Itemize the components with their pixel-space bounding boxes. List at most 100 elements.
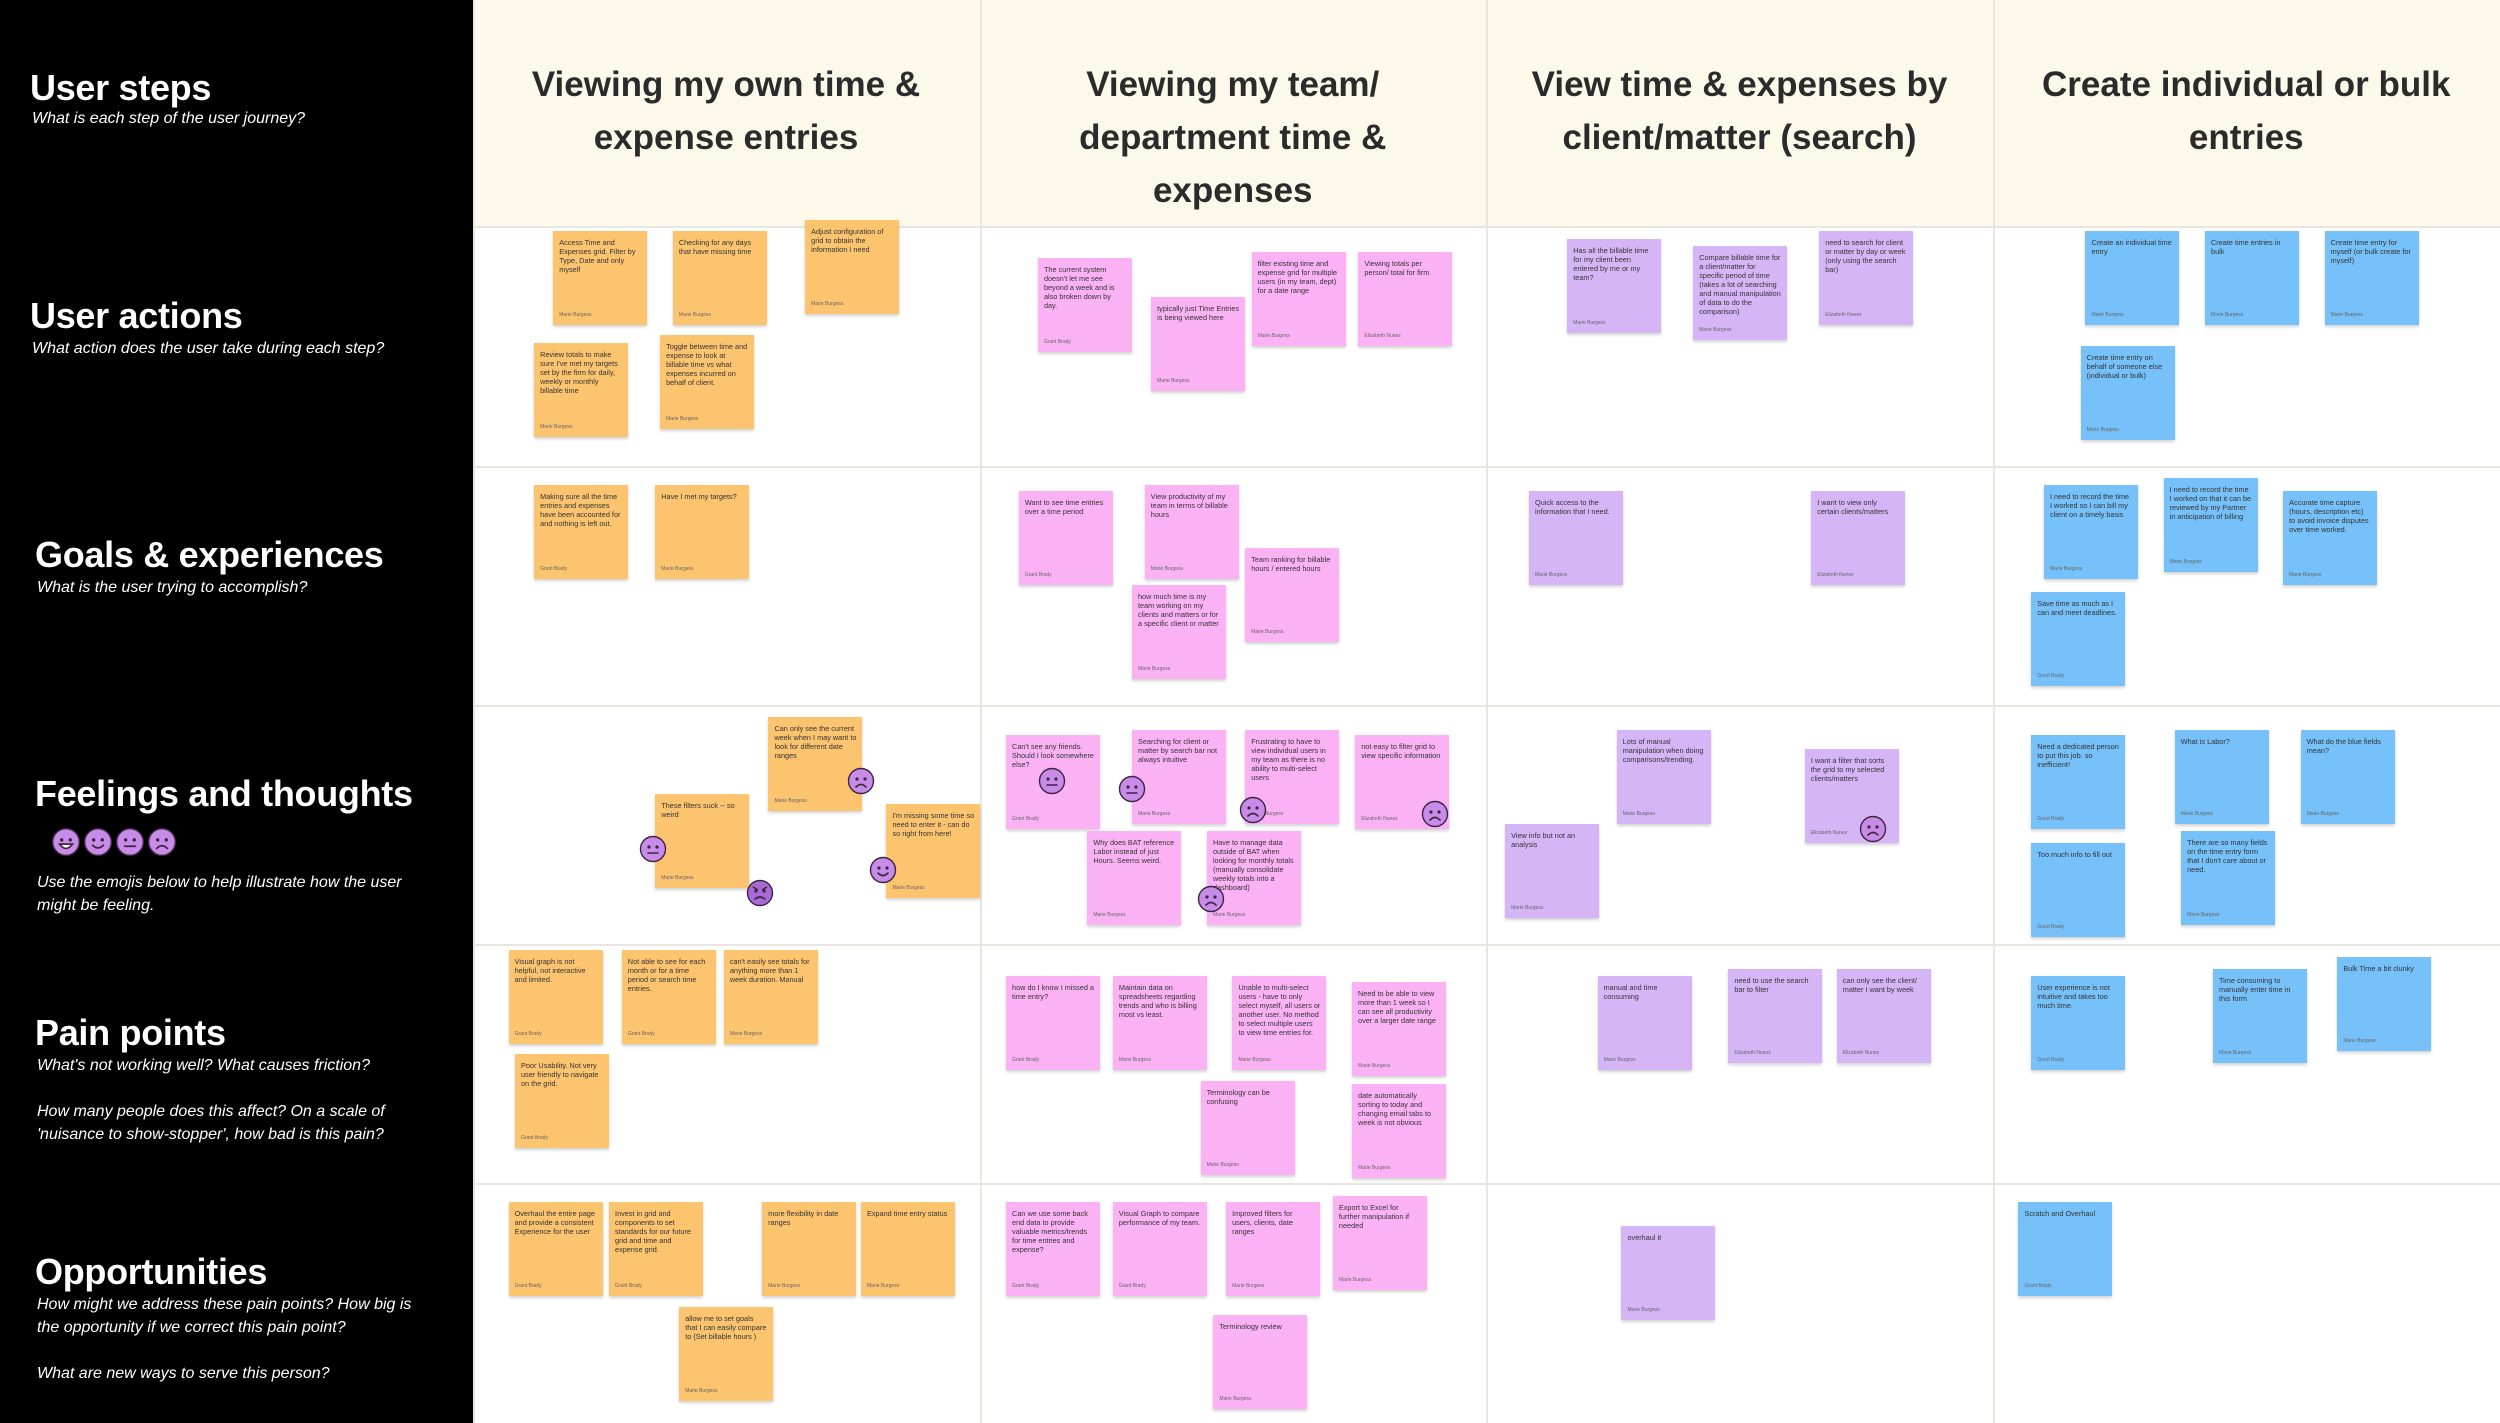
sticky-note: Lots of manual manipulation when doing c… xyxy=(1616,730,1711,825)
note-author: Grant Brady xyxy=(2037,816,2065,822)
sticky-note: Improved filters for users, clients, dat… xyxy=(1226,1202,1321,1297)
sticky-note: Have to manage data outside of BAT when … xyxy=(1206,830,1301,925)
row-subtitle: What action does the user take during ea… xyxy=(32,337,432,383)
row-title: User steps xyxy=(30,67,212,108)
note-text: Save time as much as I can and meet dead… xyxy=(2037,598,2117,617)
note-author: Marie Burgess xyxy=(1699,326,1732,333)
subtitle-line: How many people does this affect? On a s… xyxy=(37,1103,385,1143)
sticky-note: Can only see the current week when I may… xyxy=(768,717,863,812)
sticky-note: View info but not an analysis Marie Burge… xyxy=(1505,824,1600,919)
note-text: Improved filters for users, clients, dat… xyxy=(1232,1209,1293,1237)
note-text: Need to be able to view more than 1 week… xyxy=(1358,989,1436,1026)
note-text: User experience is not intuitive and tak… xyxy=(2037,982,2110,1010)
note-author: Grant Brady xyxy=(1012,1283,1040,1290)
note-author: Marie Burgess xyxy=(1251,629,1284,636)
sticky-note: Create time entries in bulk Marie Burgess xyxy=(2205,231,2300,326)
note-author: Marie Burgess xyxy=(1157,377,1190,384)
note-author: Marie Burgess xyxy=(1627,1307,1660,1314)
note-author: Elizabeth Nunez xyxy=(1364,332,1401,339)
sticky-note: can't easily see totals for anything mor… xyxy=(723,950,818,1045)
note-text: I'm missing some time so need to enter i… xyxy=(892,810,975,838)
note-author: Grant Brady xyxy=(1012,1056,1040,1063)
note-author: Marie Burgess xyxy=(2086,426,2119,433)
emoji xyxy=(147,827,177,857)
note-text: Review totals to make sure I've met my t… xyxy=(540,349,618,395)
sticky-note: need to use the search bar to filter Eliz… xyxy=(1728,969,1823,1064)
note-text: Create time entry for myself (or bulk cr… xyxy=(2330,238,2411,266)
note-text: can only see the client/ matter I want b… xyxy=(1842,976,1917,995)
note-author: Marie Burgess xyxy=(559,312,592,319)
note-author: Marie Burgess xyxy=(666,415,699,422)
sticky-note: These filters suck -- so weird Marie Burg… xyxy=(655,794,750,888)
sticky-note: There are so many fields on the time ent… xyxy=(2181,830,2276,925)
note-text: Have I met my targets? xyxy=(661,491,737,501)
sticky-note: Terminology can be confusing Marie Burges… xyxy=(1200,1080,1295,1175)
note-author: Marie Burgess xyxy=(1622,811,1655,818)
note-text: I want a filter that sorts the grid to m… xyxy=(1810,756,1885,784)
note-author: Marie Burgess xyxy=(1206,1161,1239,1168)
note-author: Marie Burgess xyxy=(685,1388,718,1395)
note-text: Visual graph is not helpful, not interac… xyxy=(514,957,586,985)
sticky-note: filter existing time and expense grid fo… xyxy=(1251,251,1346,346)
sticky-note: Create time entry on behalf of someone e… xyxy=(2080,345,2175,440)
note-author: Marie Burgess xyxy=(2330,312,2363,319)
note-author: Marie Burgess xyxy=(1138,811,1171,818)
note-author: Grant Brady xyxy=(2037,924,2065,931)
note-author: Grant Brady xyxy=(1024,572,1052,579)
sticky-note: Frustrating to have to view individual u… xyxy=(1245,730,1340,825)
subtitle-line: What's not working well? What causes fri… xyxy=(37,1057,370,1074)
note-author: Grant Brady xyxy=(615,1283,643,1290)
note-text: Create time entry on behalf of someone e… xyxy=(2086,352,2163,380)
sticky-note: Time consuming to manually enter time in… xyxy=(2213,969,2307,1064)
note-text: Lots of manual manipulation when doing c… xyxy=(1622,737,1704,765)
emoji xyxy=(1197,885,1225,913)
note-text: Invest in grid and components to set sta… xyxy=(615,1209,691,1255)
column-divider xyxy=(980,0,982,1423)
note-text: manual and time consuming xyxy=(1603,982,1658,1001)
sticky-note: What do the blue fields mean? Marie Burge… xyxy=(2300,730,2395,825)
note-author: Marie Burgess xyxy=(866,1283,900,1290)
row-title: Pain points xyxy=(35,1012,226,1053)
sticky-note: I need to record the time I worked on th… xyxy=(2163,478,2258,573)
note-author: Marie Burgess xyxy=(1511,905,1544,912)
note-text: Team ranking for billable hours / entere… xyxy=(1251,555,1331,574)
sticky-note: Not able to see for each month or for a … xyxy=(621,950,716,1045)
note-text: Export to Excel for further manipulation… xyxy=(1338,1202,1410,1230)
note-author: Marie Burgess xyxy=(774,798,807,805)
note-author: Marie Burgess xyxy=(2169,559,2202,566)
note-author: Marie Burgess xyxy=(892,884,925,891)
sticky-note: how do I know I missed a time entry? Gran… xyxy=(1006,975,1101,1070)
row-subtitle: What is the user trying to accomplish? xyxy=(37,576,437,622)
note-text: Access Time and Expenses grid. Filter by… xyxy=(559,238,636,275)
emoji xyxy=(115,827,145,857)
note-text: filter existing time and expense grid fo… xyxy=(1257,258,1338,295)
sticky-note: Create an individual time entry Marie Bur… xyxy=(2085,231,2180,326)
column-title: Create individual or bulk entries xyxy=(2042,65,2451,157)
emoji xyxy=(51,827,81,857)
sticky-note: Invest in grid and components to set sta… xyxy=(609,1202,704,1297)
emoji xyxy=(639,835,667,863)
note-author: Marie Burgess xyxy=(1118,1056,1152,1063)
sticky-note: Compare billable time for a client/matte… xyxy=(1693,245,1788,340)
note-text: Can only see the current week when I may… xyxy=(774,724,857,761)
note-text: date automatically sorting to today and … xyxy=(1358,1091,1432,1128)
note-text: Accurate time capture (hours, descriptio… xyxy=(2289,498,2369,535)
note-author: Marie Burgess xyxy=(2091,312,2124,319)
sticky-note: Searching for client or matter by search… xyxy=(1132,730,1226,825)
note-author: Marie Burgess xyxy=(2219,1050,2252,1057)
sticky-note: I'm missing some time so need to enter i… xyxy=(886,803,981,898)
note-author: Marie Burgess xyxy=(1212,911,1246,918)
note-author: Marie Burgess xyxy=(2180,811,2213,818)
note-text: Scratch and Overhaul xyxy=(2024,1209,2096,1219)
column-title: Viewing my team/ department time & expen… xyxy=(1079,65,1387,210)
note-text: Visual Graph to compare performance of m… xyxy=(1118,1209,1200,1228)
note-text: These filters suck -- so weird xyxy=(661,801,735,819)
sticky-note: Viewing totals per person/ total for fir… xyxy=(1358,251,1453,346)
sticky-note: Need a dedicated person to put this job.… xyxy=(2031,735,2126,829)
sticky-note: Team ranking for billable hours / entere… xyxy=(1245,548,1340,643)
note-text: What is Labor? xyxy=(2180,737,2230,747)
sticky-note: I want to view only certain clients/matt… xyxy=(1811,491,1906,586)
note-author: Grant Brady xyxy=(2024,1283,2052,1290)
emoji xyxy=(1421,800,1449,828)
note-text: allow me to set goals that I can easily … xyxy=(685,1314,767,1342)
